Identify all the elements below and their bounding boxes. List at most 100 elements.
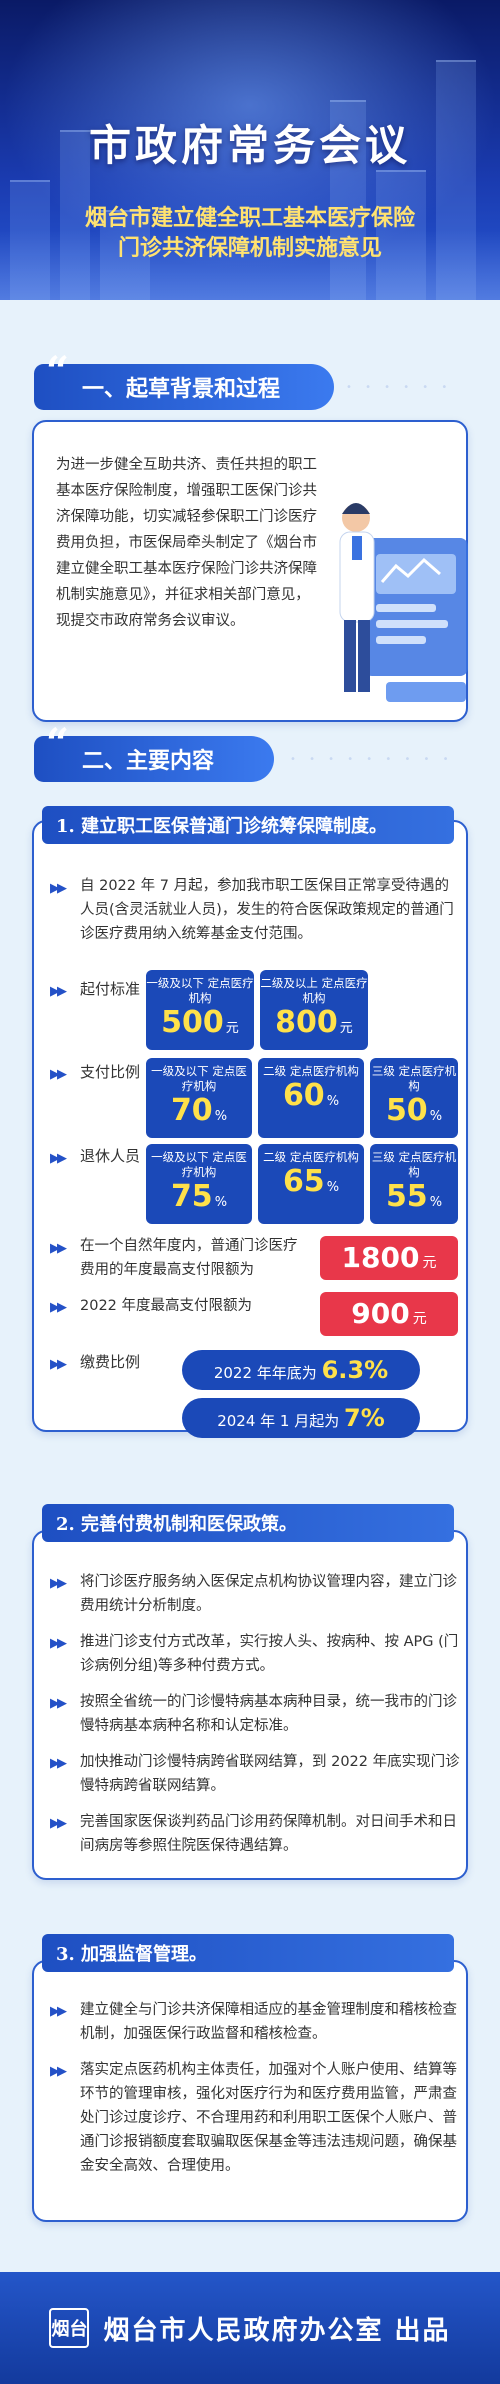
contrib-row-1: 2022 年年底为 6.3%	[182, 1350, 420, 1390]
building-silhouette	[376, 170, 426, 300]
part2-item: 按照全省统一的门诊慢特病基本病种目录，统一我市的门诊慢特病基本病种名称和认定标准…	[80, 1694, 457, 1734]
arrow-icon: ▶▶	[50, 1067, 67, 1082]
threshold-label: 起付标准	[80, 980, 141, 998]
retiree-label: 退休人员	[80, 1147, 141, 1165]
section2-heading: 二、主要内容	[34, 736, 274, 782]
arrow-icon: ▶▶	[50, 881, 67, 896]
contrib-row-2: 2024 年 1 月起为 7%	[182, 1398, 420, 1438]
retiree-box-3: 三级 定点医疗机构 55%	[370, 1144, 458, 1224]
hero-banner: 市政府常务会议 烟台市建立健全职工基本医疗保险 门诊共济保障机制实施意见	[0, 0, 500, 300]
doctor-illustration-icon	[339, 503, 468, 702]
contrib1-value: 6.3%	[321, 1356, 389, 1384]
footer-org: 烟台市人民政府办公室 出品	[103, 2315, 451, 2346]
quote-icon: “	[46, 348, 70, 395]
threshold-unit: 元	[225, 1021, 239, 1036]
part2-item: 完善国家医保谈判药品门诊用药保障机制。对日间手术和日间病房等参照住院医保待遇结算…	[80, 1814, 457, 1854]
retiree-box-1: 一级及以下 定点医疗机构 75%	[146, 1144, 252, 1224]
threshold-unit: 元	[339, 1021, 353, 1036]
subtitle-line-1: 烟台市建立健全职工基本医疗保险	[84, 206, 415, 231]
limit2022-value-box: 900 元	[320, 1292, 458, 1336]
part1-title: 1. 建立职工医保普通门诊统筹保障制度。	[42, 806, 454, 844]
ratio-tier: 二级 定点医疗机构	[263, 1064, 359, 1078]
part2-item: 将门诊医疗服务纳入医保定点机构协议管理内容，建立门诊费用统计分析制度。	[80, 1574, 457, 1614]
footer: 烟台 烟台市人民政府办公室 出品	[0, 2272, 500, 2384]
dots-decoration: • • • • • • • • •	[290, 754, 454, 765]
arrow-icon: ▶▶	[50, 1151, 67, 1166]
retiree-unit: %	[326, 1180, 340, 1195]
part1-text: 自 2022 年 7 月起，参加我市职工医保目正常享受待遇的人员(含灵活就业人员…	[80, 878, 454, 942]
threshold-box-1: 一级及以下 定点医疗机构 500 元	[146, 970, 254, 1050]
retiree-tier: 一级及以下 定点医疗机构	[151, 1150, 247, 1179]
limit2022-text: 2022 年度最高支付限额为	[80, 1298, 253, 1314]
part3-card	[32, 1960, 468, 2222]
section2-title: 二、主要内容	[82, 748, 215, 774]
building-silhouette	[100, 210, 150, 300]
limit-value: 1800	[341, 1241, 420, 1274]
building-silhouette	[330, 100, 366, 300]
part3-item: 落实定点医药机构主体责任，加强对个人账户使用、结算等环节的管理审核，强化对医疗行…	[80, 2062, 457, 2174]
section1-body: 为进一步健全互助共济、责任共担的职工基本医疗保险制度，增强职工医保门诊共济保障功…	[56, 457, 317, 629]
section1-heading: 一、起草背景和过程	[34, 364, 334, 410]
ratio-unit: %	[214, 1109, 228, 1124]
building-silhouette	[60, 130, 90, 300]
limit-value-box: 1800 元	[320, 1236, 458, 1280]
arrow-icon: ▶▶	[50, 1300, 67, 1315]
threshold-box-2: 二级及以上 定点医疗机构 800 元	[260, 970, 368, 1050]
arrow-icon: ▶▶	[50, 984, 67, 999]
arrow-icon: ▶▶	[50, 1357, 67, 1372]
building-silhouette	[10, 180, 50, 300]
retiree-value: 55	[385, 1179, 428, 1214]
ratio-box-1: 一级及以下 定点医疗机构 70%	[146, 1058, 252, 1138]
contrib2-text: 2024 年 1 月起为	[217, 1412, 340, 1430]
quote-icon: “	[46, 720, 70, 767]
building-silhouette	[436, 60, 476, 300]
arrow-icon: ▶▶	[50, 1696, 67, 1711]
part2-item: 加快推动门诊慢特病跨省联网结算，到 2022 年底实现门诊慢特病跨省联网结算。	[80, 1754, 460, 1794]
subtitle-line-2: 门诊共济保障机制实施意见	[117, 236, 382, 261]
page-title: 市政府常务会议	[88, 121, 411, 170]
ratio-value: 50	[385, 1093, 428, 1128]
contrib2-value: 7%	[344, 1404, 385, 1432]
ratio-unit: %	[326, 1094, 340, 1109]
limit-text: 在一个自然年度内，普通门诊医疗费用的年度最高支付限额为	[80, 1238, 298, 1278]
ratio-box-2: 二级 定点医疗机构 60%	[258, 1058, 364, 1138]
limit2022-unit: 元	[412, 1311, 427, 1327]
limit-unit: 元	[422, 1255, 437, 1271]
retiree-unit: %	[214, 1195, 228, 1210]
ratio-value: 60	[282, 1078, 325, 1113]
ratio-tier: 三级 定点医疗机构	[371, 1064, 457, 1093]
arrow-icon: ▶▶	[50, 1636, 67, 1651]
ratio-value: 70	[170, 1093, 213, 1128]
arrow-icon: ▶▶	[50, 1756, 67, 1771]
ratio-label: 支付比例	[80, 1063, 141, 1081]
threshold-tier: 二级及以上 定点医疗机构	[260, 976, 368, 1005]
part2-title: 2. 完善付费机制和医保政策。	[42, 1504, 454, 1542]
retiree-tier: 二级 定点医疗机构	[263, 1150, 359, 1164]
dots-decoration: • • • • • •	[346, 382, 453, 393]
retiree-box-2: 二级 定点医疗机构 65%	[258, 1144, 364, 1224]
part3-item: 建立健全与门诊共济保障相适应的基金管理制度和稽核检查机制，加强医保行政监督和稽核…	[80, 2002, 457, 2042]
retiree-value: 65	[282, 1164, 325, 1199]
section1-title: 一、起草背景和过程	[82, 376, 281, 402]
arrow-icon: ▶▶	[50, 1241, 67, 1256]
retiree-unit: %	[429, 1195, 443, 1210]
arrow-icon: ▶▶	[50, 2064, 67, 2079]
threshold-value: 800	[275, 1005, 338, 1040]
ratio-box-3: 三级 定点医疗机构 50%	[370, 1058, 458, 1138]
threshold-tier: 一级及以下 定点医疗机构	[146, 976, 254, 1005]
arrow-icon: ▶▶	[50, 1576, 67, 1591]
retiree-tier: 三级 定点医疗机构	[371, 1150, 457, 1179]
contrib-label: 缴费比例	[80, 1353, 141, 1371]
retiree-value: 75	[170, 1179, 213, 1214]
ratio-tier: 一级及以下 定点医疗机构	[151, 1064, 247, 1093]
arrow-icon: ▶▶	[50, 2004, 67, 2019]
ratio-unit: %	[429, 1109, 443, 1124]
part2-item: 推进门诊支付方式改革，实行按人头、按病种、按 APG (门诊病例分组)等多种付费…	[80, 1634, 459, 1674]
part2-card	[32, 1530, 468, 1880]
part3-title: 3. 加强监督管理。	[42, 1934, 454, 1972]
hero-haze	[0, 230, 500, 300]
hero-glow	[0, 0, 500, 300]
arrow-icon: ▶▶	[50, 1816, 67, 1831]
contrib1-text: 2022 年年底为	[213, 1364, 317, 1382]
logo-icon: 烟台	[49, 2308, 90, 2348]
